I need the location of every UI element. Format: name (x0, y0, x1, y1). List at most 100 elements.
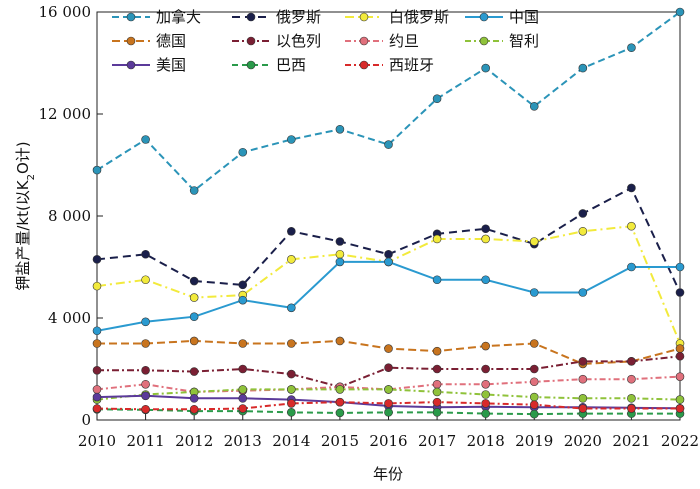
data-point (92, 365, 102, 375)
data-point (627, 43, 636, 53)
legend-label: 白俄罗斯 (389, 8, 449, 26)
y-tick-label: 8 000 (48, 207, 91, 225)
legend-entry: 德国 (112, 32, 186, 50)
data-point (384, 385, 393, 394)
x-tick-label: 2014 (272, 432, 310, 450)
data-point (627, 374, 636, 384)
data-point (335, 397, 345, 407)
legend-label: 巴西 (276, 56, 306, 74)
data-point (627, 357, 636, 366)
legend-entry: 智利 (465, 32, 539, 50)
legend-entry: 西班牙 (345, 56, 434, 74)
series-line (96, 186, 681, 293)
data-point (141, 135, 150, 144)
data-point (432, 364, 442, 374)
data-point (529, 377, 539, 387)
data-point (189, 394, 199, 403)
series-2 (92, 183, 685, 297)
y-tick-label: 4 000 (48, 309, 91, 327)
data-point (287, 339, 296, 348)
x-tick-label: 2010 (78, 432, 116, 450)
data-point (92, 385, 102, 394)
x-tick-label: 2011 (126, 432, 164, 450)
data-point (287, 385, 296, 394)
data-point (529, 392, 539, 402)
x-tick-label: 2018 (467, 432, 505, 450)
y-tick-label: 16 000 (39, 3, 92, 21)
data-point (432, 387, 442, 397)
data-point (335, 257, 345, 267)
data-point (287, 399, 296, 408)
x-tick-label: 2022 (661, 432, 699, 450)
data-point (627, 221, 636, 231)
y-axis-title-main: 钾盐产量/kt(以K (14, 179, 32, 290)
series-layer (92, 7, 685, 419)
data-point (141, 404, 150, 414)
data-point (92, 165, 102, 175)
legend-swatch-marker (246, 60, 256, 70)
legend-entry: 中国 (465, 8, 539, 26)
data-point (238, 280, 248, 290)
series-6 (92, 351, 685, 392)
data-point (384, 408, 393, 417)
data-point (238, 339, 248, 348)
legend-label: 德国 (156, 32, 186, 50)
legend-entry: 白俄罗斯 (345, 8, 449, 26)
data-point (627, 404, 636, 413)
data-point (578, 63, 588, 73)
data-point (189, 312, 199, 322)
x-tick-label: 2019 (515, 432, 553, 450)
data-point (335, 249, 345, 259)
data-point (529, 364, 539, 374)
data-point (675, 395, 685, 404)
data-point (287, 135, 296, 144)
data-point (238, 364, 248, 374)
legend-swatch-marker (479, 12, 489, 22)
legend-entry: 加拿大 (112, 8, 201, 26)
x-tick-label: 2016 (369, 432, 407, 450)
data-point (432, 275, 442, 285)
data-point (481, 409, 490, 418)
data-point (529, 409, 539, 419)
data-point (675, 288, 685, 297)
x-tick-label: 2020 (564, 432, 602, 450)
data-point (432, 94, 442, 103)
series-line (96, 225, 681, 344)
data-point (384, 344, 393, 353)
data-point (287, 408, 296, 417)
series-line (96, 260, 680, 332)
data-point (481, 399, 490, 408)
series-4 (92, 257, 685, 336)
data-point (287, 255, 296, 264)
data-point (578, 357, 588, 366)
data-point (287, 227, 296, 236)
data-point (675, 351, 685, 361)
data-point (481, 341, 490, 351)
y-axis-title-sub: 2 (26, 174, 37, 180)
data-point (384, 363, 393, 373)
data-point (529, 339, 539, 348)
data-point (481, 234, 490, 244)
data-point (335, 336, 345, 346)
legend-swatch-marker (359, 60, 369, 70)
data-point (627, 262, 636, 272)
x-tick-label: 2015 (321, 432, 359, 450)
data-point (92, 326, 102, 336)
data-point (92, 392, 102, 402)
data-point (481, 390, 490, 399)
data-point (287, 369, 296, 379)
data-point (432, 408, 442, 417)
data-point (92, 339, 102, 348)
data-point (141, 249, 150, 259)
legend-swatch-marker (479, 36, 489, 46)
data-point (141, 339, 150, 348)
legend-swatch-marker (246, 12, 256, 22)
data-point (92, 255, 102, 264)
legend-label: 俄罗斯 (276, 8, 321, 26)
data-point (384, 399, 393, 408)
x-tick-label: 2012 (175, 432, 213, 450)
data-point (481, 224, 490, 234)
series-11 (92, 397, 685, 414)
data-point (578, 209, 588, 218)
